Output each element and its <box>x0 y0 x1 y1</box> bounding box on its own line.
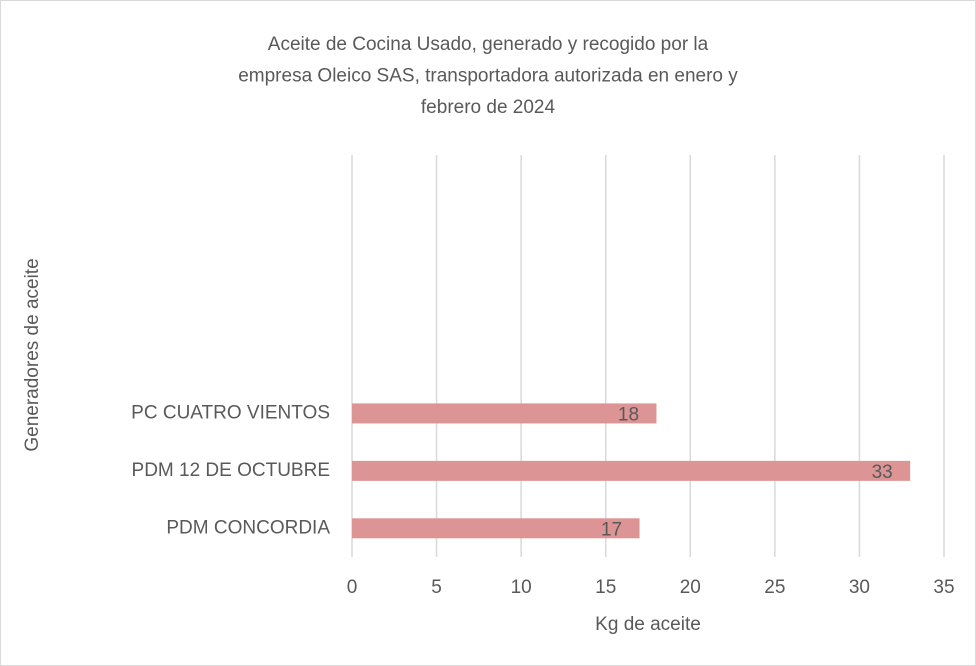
x-tick-label: 35 <box>933 577 954 598</box>
chart-title: Aceite de Cocina Usado, generado y recog… <box>268 34 709 55</box>
x-tick-label: 0 <box>347 577 358 598</box>
chart-title: febrero de 2024 <box>421 97 556 118</box>
x-axis-label: Kg de aceite <box>595 614 701 635</box>
x-tick-label: 15 <box>595 577 616 598</box>
data-label: 18 <box>618 404 639 425</box>
x-tick-label: 10 <box>511 577 532 598</box>
data-label: 33 <box>872 462 893 483</box>
y-tick-label: PDM 12 DE OCTUBRE <box>132 460 330 481</box>
y-tick-label: PC CUATRO VIENTOS <box>131 402 330 423</box>
bar <box>352 518 640 539</box>
data-label: 17 <box>601 519 622 540</box>
x-tick-label: 5 <box>431 577 442 598</box>
y-axis-label: Generadores de aceite <box>22 258 43 451</box>
bar <box>352 460 911 481</box>
x-tick-label: 30 <box>849 577 870 598</box>
x-tick-label: 20 <box>680 577 701 598</box>
y-tick-label: PDM CONCORDIA <box>166 517 330 538</box>
x-tick-label: 25 <box>764 577 785 598</box>
chart-title: empresa Oleico SAS, transportadora autor… <box>238 66 738 87</box>
bar <box>352 403 657 424</box>
